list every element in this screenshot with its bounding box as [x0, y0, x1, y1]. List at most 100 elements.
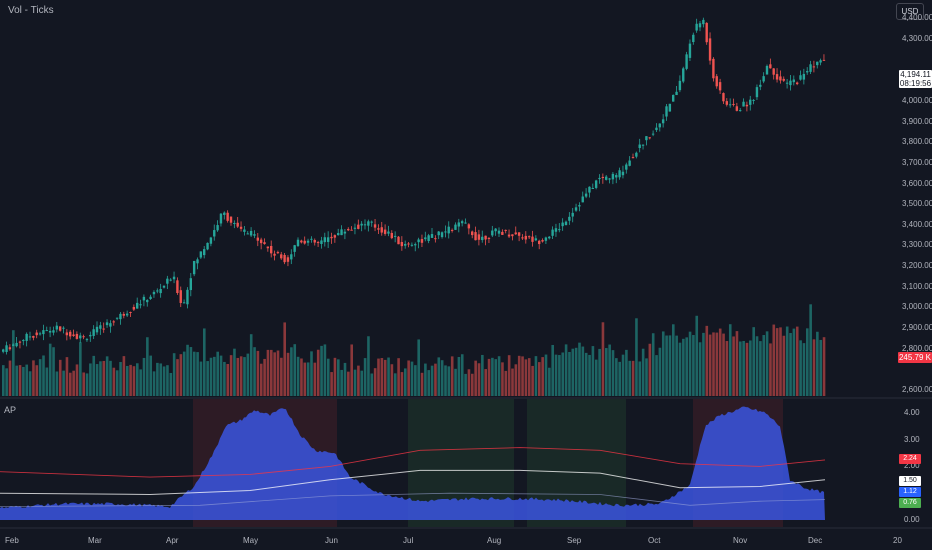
candle-body	[410, 244, 414, 246]
volume-bar	[434, 363, 437, 396]
volume-bar	[571, 348, 575, 396]
volume-bar	[25, 364, 29, 396]
upper-band-line	[0, 447, 826, 478]
candle-body	[115, 317, 119, 319]
volume-bar	[638, 361, 642, 396]
volume-bar	[276, 350, 280, 396]
volume-bar	[708, 334, 712, 396]
volume-bar	[2, 365, 5, 396]
candle-body	[236, 222, 239, 227]
volume-bar	[152, 371, 156, 396]
volume-bar	[162, 366, 166, 396]
candle-body	[72, 334, 75, 337]
volume-bar	[360, 370, 364, 396]
price-tick-label: 3,000.00	[902, 302, 932, 312]
volume-bar	[698, 342, 702, 396]
volume-bar	[678, 342, 682, 396]
candle-body	[621, 171, 625, 176]
candle-body	[538, 240, 541, 245]
volume-bar	[450, 356, 454, 396]
volume-bar	[682, 338, 685, 396]
time-tick-label: Feb	[5, 536, 19, 545]
candle-body	[541, 240, 544, 242]
candle-body	[471, 231, 474, 236]
candle-body	[809, 64, 812, 72]
candle-body	[69, 331, 72, 337]
candle-body	[789, 80, 792, 86]
volume-bar	[290, 347, 293, 396]
volume-bar	[759, 341, 762, 396]
candle-body	[186, 289, 189, 305]
currency-button[interactable]: USD	[896, 3, 924, 20]
volume-bar	[494, 359, 498, 396]
volume-bar	[641, 348, 645, 396]
volume-bar	[692, 335, 695, 396]
volume-bar	[85, 373, 89, 396]
candle-body	[25, 333, 28, 341]
volume-bar	[447, 366, 451, 396]
volume-bar	[243, 357, 246, 396]
volume-bar	[263, 358, 266, 396]
volume-bar	[367, 336, 370, 396]
candle-body	[732, 103, 735, 105]
candle-body	[300, 240, 303, 243]
indicator-title[interactable]: AP	[4, 405, 17, 415]
candle-body	[795, 82, 799, 85]
volume-bar	[196, 352, 199, 396]
volume-bar	[95, 364, 99, 396]
candle-body	[75, 333, 79, 339]
candle-body	[806, 71, 809, 73]
candle-body	[524, 235, 527, 240]
volume-bar	[12, 330, 15, 396]
candle-body	[765, 65, 769, 75]
volume-bar	[561, 352, 565, 396]
volume-bar	[192, 351, 196, 396]
symbol-title[interactable]: Vol - Ticks	[8, 5, 54, 16]
candle-body	[119, 313, 122, 320]
candle-body	[678, 80, 682, 91]
candle-body	[102, 328, 105, 330]
volume-bar	[564, 344, 568, 396]
volume-bar	[58, 359, 62, 396]
volume-bar	[182, 351, 186, 396]
candle-body	[246, 233, 249, 235]
candle-body	[715, 76, 718, 87]
candle-body	[45, 330, 48, 332]
candle-body	[52, 330, 55, 333]
price-tick-label: 2,600.00	[902, 385, 932, 394]
volume-bar	[460, 354, 464, 396]
candle-body	[561, 222, 564, 227]
price-tick-label: 3,300.00	[902, 240, 932, 250]
volume-bar	[430, 365, 434, 396]
volume-bar	[122, 356, 126, 396]
volume-bar	[146, 337, 149, 396]
candle-body	[661, 119, 665, 124]
candle-body	[357, 224, 360, 229]
volume-bar	[501, 362, 504, 396]
candle-body	[216, 225, 219, 231]
price-tick-label: 2,900.00	[902, 323, 932, 333]
candle-body	[625, 164, 628, 170]
candle-body	[229, 216, 233, 223]
candle-body	[360, 223, 363, 226]
volume-bar	[625, 349, 628, 396]
candle-body	[722, 93, 725, 102]
candle-body	[665, 106, 668, 117]
volume-bar	[588, 354, 591, 396]
candle-body	[146, 299, 149, 303]
candle-body	[675, 91, 678, 96]
candle-body	[380, 227, 383, 233]
volume-bar	[702, 332, 705, 396]
volume-bar	[454, 368, 457, 396]
volume-bar	[266, 349, 270, 396]
volume-bar	[65, 357, 69, 396]
volume-bar	[186, 344, 189, 396]
candle-body	[551, 229, 554, 236]
candle-body	[742, 101, 745, 107]
candle-body	[447, 226, 450, 234]
volume-bar	[310, 351, 313, 396]
volume-bar	[206, 361, 209, 396]
candle-body	[58, 326, 62, 331]
volume-bar	[203, 328, 206, 396]
